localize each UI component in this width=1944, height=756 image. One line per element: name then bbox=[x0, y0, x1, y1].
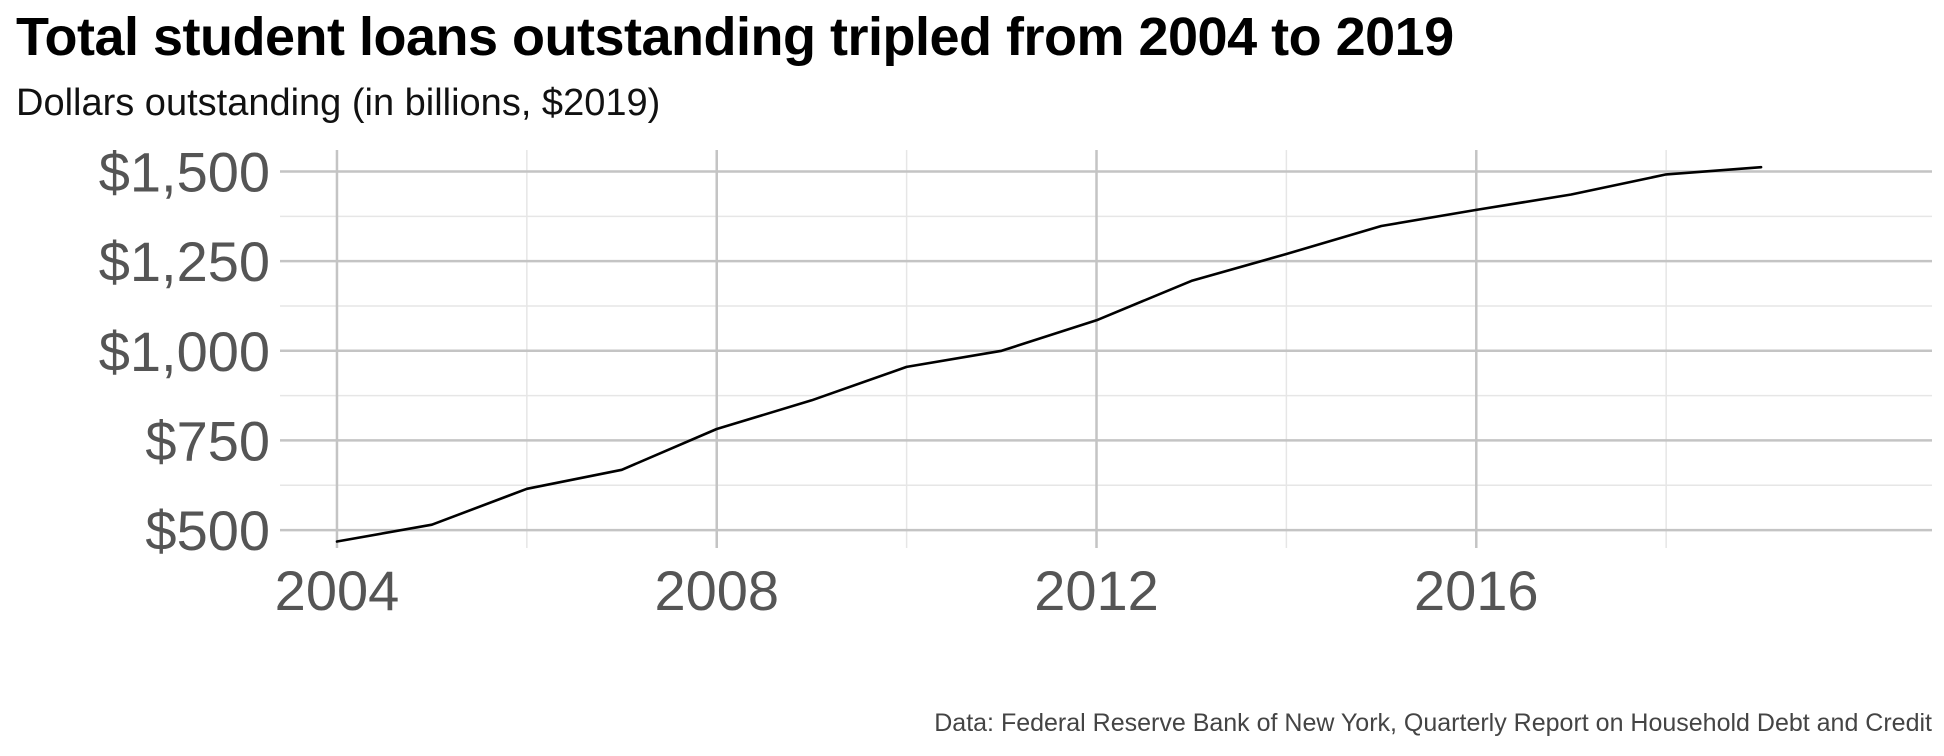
major-gridlines bbox=[280, 150, 1932, 548]
x-axis-ticks: 2004 2008 2012 2016 bbox=[275, 559, 1539, 622]
y-tick-label: $750 bbox=[145, 409, 270, 472]
x-tick-label: 2012 bbox=[1034, 559, 1159, 622]
chart-subtitle: Dollars outstanding (in billions, $2019) bbox=[16, 82, 661, 124]
chart-caption: Data: Federal Reserve Bank of New York, … bbox=[934, 709, 1932, 737]
y-tick-label: $1,000 bbox=[99, 320, 270, 383]
x-tick-label: 2008 bbox=[654, 559, 779, 622]
series-line bbox=[335, 165, 1763, 543]
series-group bbox=[335, 165, 1763, 543]
chart-title: Total student loans outstanding tripled … bbox=[16, 7, 1454, 67]
y-tick-label: $1,250 bbox=[99, 230, 270, 293]
y-tick-label: $500 bbox=[145, 499, 270, 562]
y-tick-label: $1,500 bbox=[99, 141, 270, 204]
x-tick-label: 2016 bbox=[1414, 559, 1539, 622]
minor-gridlines bbox=[280, 150, 1932, 548]
y-axis-ticks: $500 $750 $1,000 $1,250 $1,500 bbox=[99, 141, 270, 563]
x-tick-label: 2004 bbox=[275, 559, 400, 622]
